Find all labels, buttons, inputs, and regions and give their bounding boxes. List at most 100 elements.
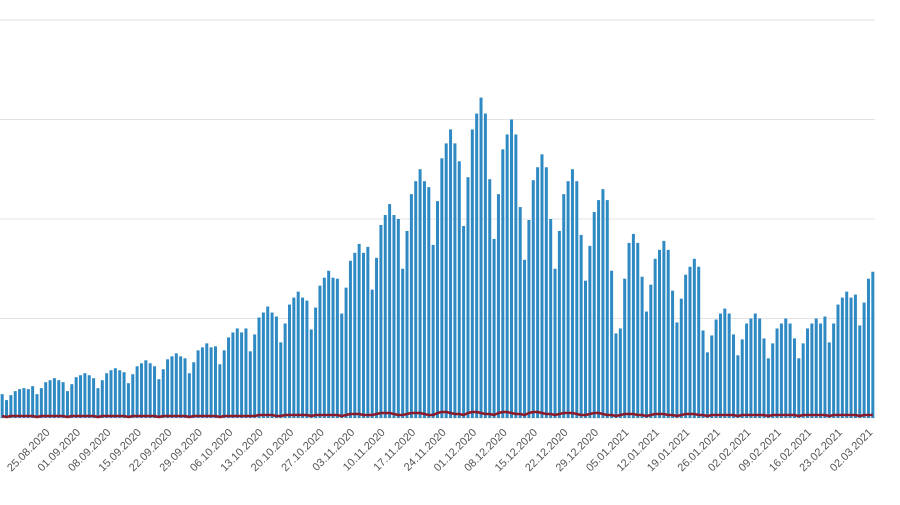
bar xyxy=(840,297,844,418)
bar xyxy=(179,356,183,418)
bar xyxy=(0,394,4,418)
bar xyxy=(144,360,148,418)
bar xyxy=(453,143,457,418)
bar xyxy=(483,113,487,418)
bar xyxy=(379,224,383,418)
bar xyxy=(549,219,553,418)
bar xyxy=(788,323,792,418)
bar xyxy=(684,274,688,418)
bar xyxy=(253,334,257,418)
bar xyxy=(227,337,231,418)
bar xyxy=(274,316,278,418)
bar xyxy=(845,291,849,418)
bar xyxy=(48,380,52,418)
bar xyxy=(231,332,235,418)
bar xyxy=(296,291,300,418)
bar xyxy=(44,382,48,418)
bar xyxy=(610,270,614,418)
bar xyxy=(5,400,9,418)
bar xyxy=(597,200,601,418)
bar xyxy=(588,245,592,418)
bar xyxy=(436,201,439,418)
bar xyxy=(414,181,418,418)
bar xyxy=(209,347,213,418)
bar xyxy=(61,382,65,418)
bar xyxy=(401,268,405,418)
bar xyxy=(501,149,505,418)
bar xyxy=(392,215,396,418)
bar xyxy=(22,388,26,418)
bar xyxy=(510,119,514,418)
bar xyxy=(806,328,810,418)
bar xyxy=(166,359,170,418)
bar xyxy=(745,323,749,418)
bar xyxy=(35,394,39,418)
bar xyxy=(536,167,540,418)
bar xyxy=(492,238,496,418)
bar xyxy=(836,304,840,418)
bar xyxy=(488,179,492,418)
bar xyxy=(153,366,157,418)
bar xyxy=(305,300,309,418)
bar xyxy=(736,355,740,418)
bar xyxy=(762,338,766,418)
bar xyxy=(322,277,326,418)
bar xyxy=(283,323,287,418)
bar xyxy=(710,335,714,418)
bar xyxy=(344,287,348,418)
bar xyxy=(87,375,91,418)
bar xyxy=(9,395,13,418)
bar xyxy=(658,249,662,418)
bar xyxy=(701,330,705,418)
bar xyxy=(827,342,831,418)
bar xyxy=(222,350,226,418)
bar xyxy=(200,347,204,418)
bar xyxy=(479,97,483,419)
bar xyxy=(766,358,770,418)
bar xyxy=(462,225,466,418)
bar xyxy=(74,377,78,418)
bar xyxy=(287,304,291,418)
bar xyxy=(871,271,875,418)
bar xyxy=(418,169,422,418)
bar xyxy=(240,332,244,418)
bar xyxy=(732,334,736,418)
bar xyxy=(405,230,409,418)
bar xyxy=(671,290,675,418)
bar xyxy=(623,278,627,418)
bar xyxy=(688,266,692,418)
bar xyxy=(187,373,191,418)
bar xyxy=(139,363,143,418)
bar xyxy=(279,342,283,418)
bar xyxy=(705,352,709,418)
bar xyxy=(858,325,862,418)
bar xyxy=(679,298,683,418)
bar xyxy=(196,350,200,418)
bar xyxy=(753,313,757,418)
bar xyxy=(261,312,265,418)
bar xyxy=(727,313,731,418)
bar xyxy=(819,323,823,418)
bar xyxy=(105,373,109,418)
bar xyxy=(862,302,866,418)
bar xyxy=(853,294,857,418)
bar xyxy=(383,215,387,418)
bar xyxy=(301,297,305,418)
bar xyxy=(740,339,744,418)
bar xyxy=(649,284,653,418)
bar xyxy=(70,384,74,418)
bar xyxy=(592,212,596,418)
bar xyxy=(640,276,644,418)
bar xyxy=(83,373,87,418)
bar xyxy=(814,318,818,418)
bar xyxy=(566,181,570,418)
bar xyxy=(570,169,574,418)
bar xyxy=(340,313,344,418)
bar xyxy=(832,323,836,418)
bar xyxy=(96,388,100,418)
bar xyxy=(575,181,579,418)
bar xyxy=(427,187,431,418)
bar xyxy=(866,278,870,418)
line xyxy=(1,410,873,419)
bar xyxy=(113,368,117,418)
